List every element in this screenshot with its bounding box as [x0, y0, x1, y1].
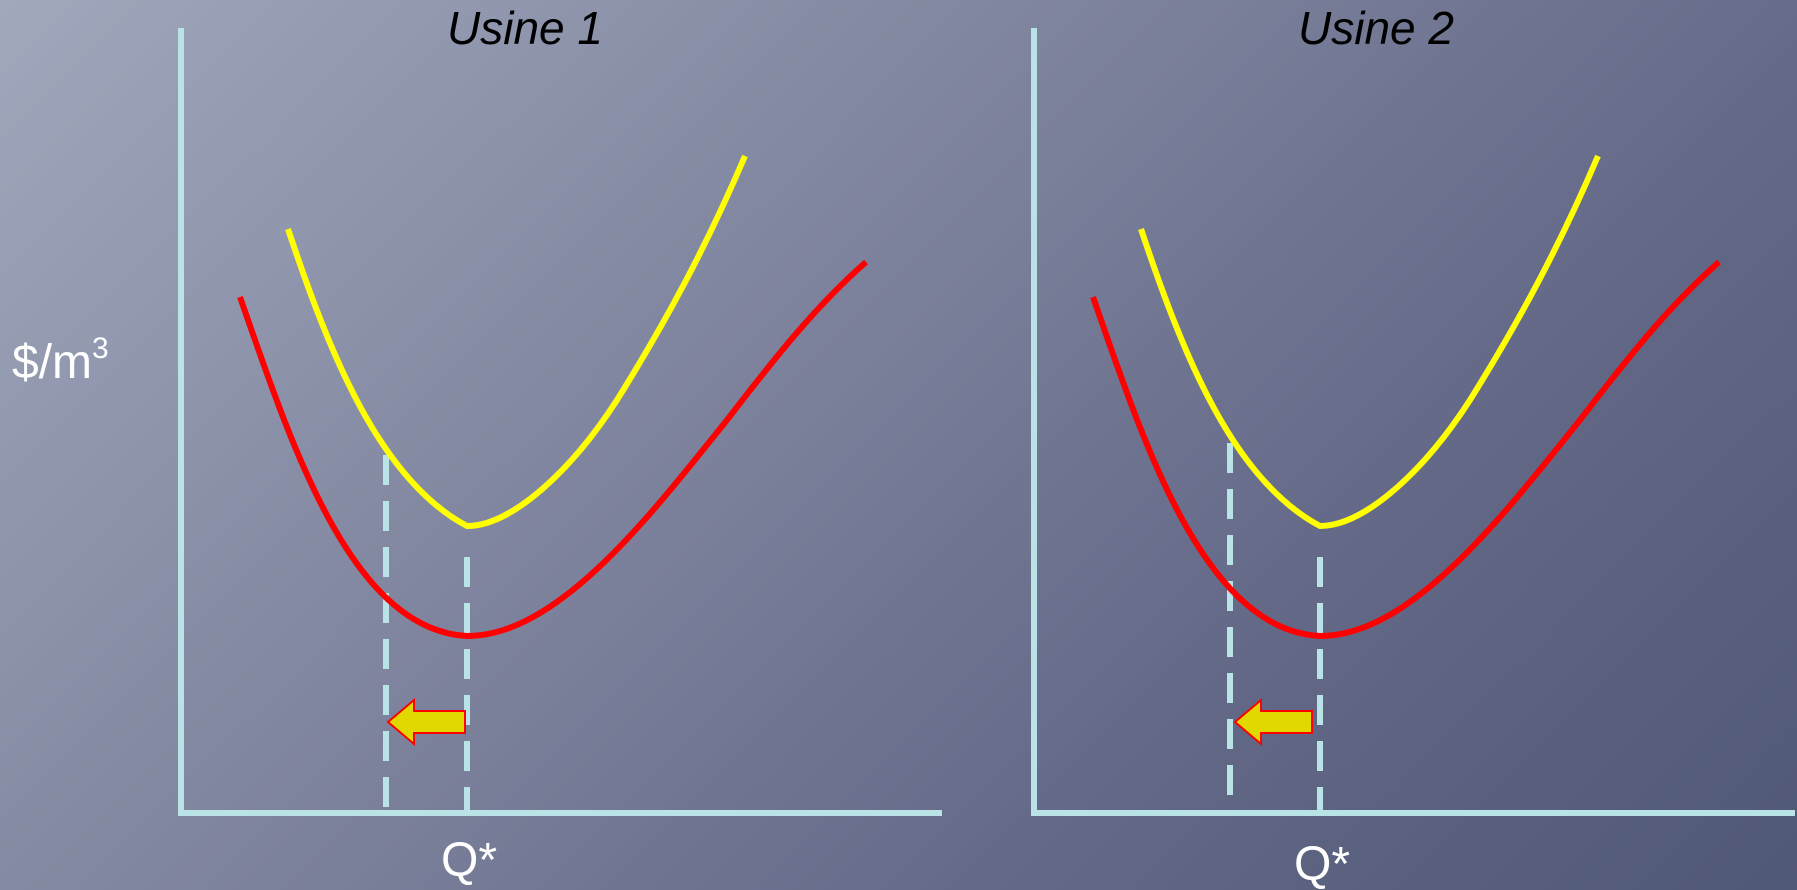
- x-tick-label-q-star: Q*: [1294, 838, 1350, 890]
- curve-upper-yellow: [1138, 154, 1601, 530]
- curve-lower-red: [1090, 259, 1721, 640]
- y-axis-label-superscript: 3: [92, 332, 109, 365]
- y-axis-label: $/m3: [12, 332, 109, 389]
- x-tick-label-q-star: Q*: [441, 834, 497, 887]
- y-axis-label-main: $/m: [12, 336, 92, 389]
- curve-upper-yellow: [285, 154, 748, 530]
- panel-title: Usine 1: [447, 2, 603, 54]
- panel-title: Usine 2: [1298, 2, 1454, 54]
- panel-usine-1: Usine 1 Q*: [178, 2, 942, 887]
- left-arrow-icon: [386, 697, 466, 747]
- left-arrow-icon: [1233, 697, 1313, 747]
- panel-usine-2: Usine 2 Q*: [1031, 2, 1795, 890]
- curve-lower-red: [237, 259, 868, 640]
